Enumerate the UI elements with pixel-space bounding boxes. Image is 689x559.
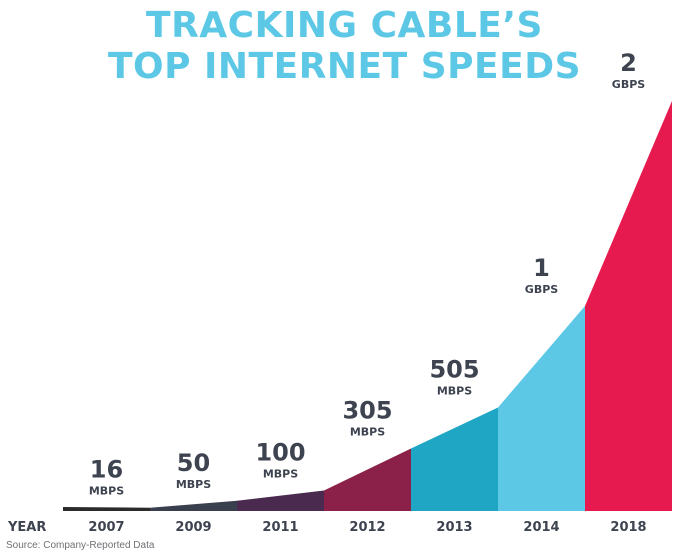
value-label-2011: 100 — [255, 439, 305, 467]
x-tick-label-2009: 2009 — [175, 520, 211, 535]
unit-label-2009: MBPS — [176, 478, 211, 491]
value-label-2014: 1 — [533, 254, 550, 282]
x-axis-label: YEAR — [7, 520, 46, 535]
area-segment-2009 — [150, 500, 237, 511]
x-tick-label-2014: 2014 — [523, 520, 559, 535]
chart-title-line-2: TOP INTERNET SPEEDS — [107, 46, 582, 87]
area-segment-2007 — [63, 507, 150, 511]
value-label-2012: 305 — [342, 396, 392, 424]
value-label-2007: 16 — [90, 456, 123, 484]
unit-label-2013: MBPS — [437, 384, 472, 397]
x-tick-label-2018: 2018 — [610, 520, 646, 535]
unit-label-2018: GBPS — [612, 78, 645, 91]
unit-label-2012: MBPS — [350, 425, 385, 438]
source-note: Source: Company-Reported Data — [6, 540, 155, 551]
unit-label-2011: MBPS — [263, 468, 298, 481]
area-segment-2013 — [411, 407, 498, 511]
x-tick-label-2007: 2007 — [88, 520, 124, 535]
value-label-2009: 50 — [177, 449, 210, 477]
unit-label-2007: MBPS — [89, 485, 124, 498]
area-segment-2018 — [585, 101, 672, 511]
value-label-2013: 505 — [429, 355, 479, 383]
value-label-2018: 2 — [620, 49, 637, 77]
x-tick-label-2013: 2013 — [436, 520, 472, 535]
area-segment-2012 — [324, 448, 411, 511]
unit-label-2014: GBPS — [525, 283, 558, 296]
chart-title-line-1: TRACKING CABLE’S — [146, 5, 543, 46]
area-segment-2011 — [237, 490, 324, 511]
x-tick-label-2011: 2011 — [262, 520, 298, 535]
area-segment-2014 — [498, 306, 585, 511]
x-tick-label-2012: 2012 — [349, 520, 385, 535]
